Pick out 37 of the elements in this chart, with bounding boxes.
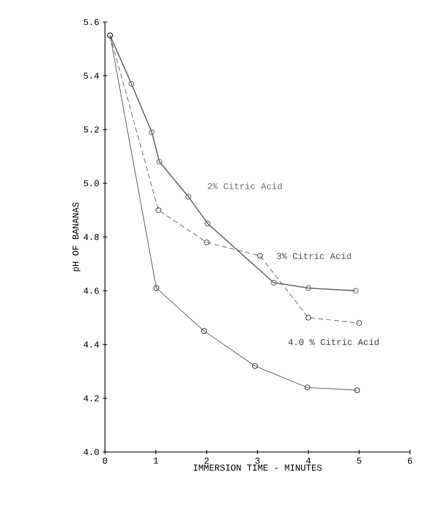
x-tick-label: 4 [306, 458, 311, 464]
point [305, 314, 312, 321]
point [153, 285, 160, 291]
point [155, 207, 162, 214]
y-tick-label: 5.4 [84, 72, 99, 79]
text: 2% Citric Acid [208, 182, 282, 190]
point [252, 363, 258, 369]
point [356, 320, 362, 326]
y-tick-label: 5.0 [84, 180, 99, 186]
y-axis-title: pH OF BANANAS [72, 202, 80, 272]
y-tick-label: 4.0 [84, 448, 99, 456]
point [128, 80, 134, 87]
point [201, 328, 208, 334]
point [185, 194, 192, 200]
x-tick-label: 1 [154, 458, 158, 464]
y-tick-label: 5.2 [84, 126, 99, 133]
y-tick-label: 4.2 [84, 395, 99, 402]
x-tick-label: 5 [357, 458, 362, 464]
y-tick-label: 4.6 [84, 288, 99, 294]
x-tick-label: 6 [408, 458, 412, 464]
point [304, 384, 310, 390]
y-tick-label: 5.6 [84, 18, 99, 26]
x-tick-label: 2 [204, 458, 209, 464]
point [270, 280, 277, 286]
point [257, 252, 263, 259]
point [156, 158, 162, 165]
series-label: 3% Citric Acid [276, 252, 351, 260]
y-tick-label: 4.4 [84, 342, 99, 348]
y-tick-label: 4.8 [84, 234, 99, 240]
point [204, 220, 211, 226]
point [148, 129, 155, 136]
point [305, 285, 312, 291]
x-tick-label: 0 [102, 458, 108, 464]
x-axis-title: IMMERSION TIME - MINUTES [194, 464, 322, 471]
point [204, 239, 210, 246]
x-tick-label: 3 [255, 458, 260, 464]
text: 4.0 % Citric Acid [288, 338, 379, 346]
